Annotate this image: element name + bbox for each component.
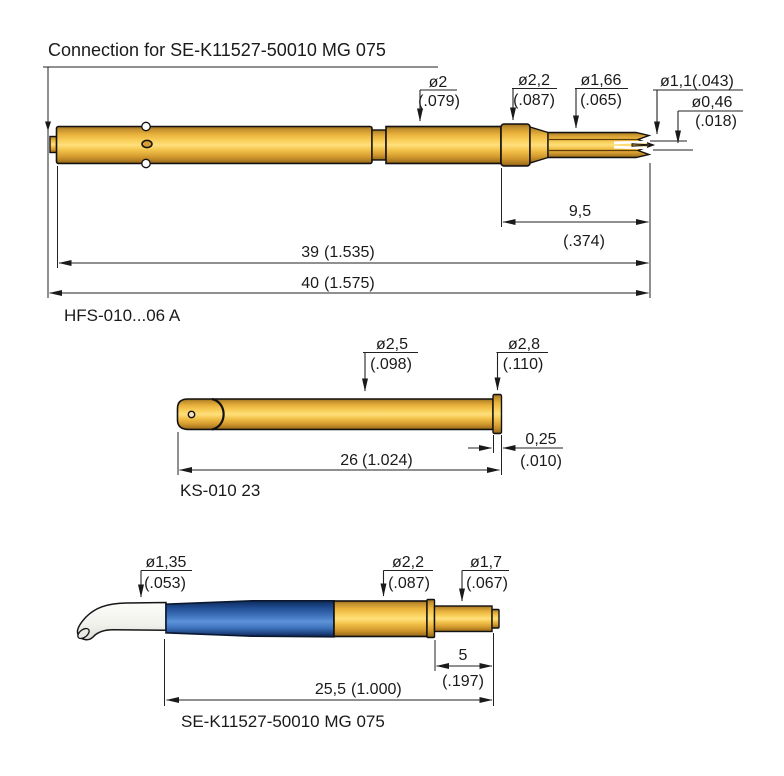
- bent-wire-tip: [76, 601, 167, 641]
- dim-25-5: 25,5 (1.000): [164, 639, 493, 706]
- blue-sleeve: [165, 600, 335, 638]
- dim-metric: ø1,1: [660, 73, 692, 90]
- dim-metric: 0,25: [525, 431, 556, 448]
- dim-metric: 26: [340, 452, 358, 469]
- receptacle-flange: [492, 393, 503, 435]
- drawing-se-probe: ø1,35 (.053) ø2,2 (.087) ø1,7 (.067) 5 (…: [76, 554, 509, 731]
- receptacle-nose-arc: [211, 397, 225, 431]
- dim-inch: (1.535): [324, 244, 375, 261]
- dim-26: 26 (1.024): [177, 432, 500, 475]
- dim-inch: (.010): [520, 453, 562, 470]
- callout-d1-66: ø1,66 (.065): [573, 72, 628, 129]
- dim-metric: 39: [301, 244, 319, 261]
- dim-metric: 40: [301, 275, 319, 292]
- crimp-notch-top: [141, 121, 151, 132]
- dim-inch: (.098): [370, 356, 412, 373]
- crown-center-prong: [631, 143, 655, 147]
- gold-ridge: [426, 598, 436, 639]
- dim-metric: ø1,7: [470, 554, 502, 571]
- title-leader-arrow: [45, 121, 51, 131]
- dim-inch: (.110): [503, 356, 544, 373]
- receptacle-hole: [187, 410, 196, 419]
- probe-barrel-front: [385, 125, 502, 165]
- dim-9-5: 9,5 (.374): [501, 163, 651, 298]
- dim-metric: ø0,46: [692, 94, 733, 111]
- wire-tip-end-face: [77, 627, 90, 640]
- callout-d0-46: ø0,46 (.018): [675, 94, 743, 144]
- barrel-groove: [371, 129, 387, 161]
- dim-metric: ø1,35: [146, 554, 187, 571]
- end-nub: [491, 608, 500, 629]
- callout-d2-2-bottom: ø2,2 (.087): [380, 554, 433, 597]
- dim-inch: (1.575): [324, 275, 375, 292]
- dim-metric: ø2: [429, 74, 448, 91]
- dim-metric: ø2,8: [508, 336, 540, 353]
- drawing-hfs-probe: Connection for SE-K11527-50010 MG 075 ø2: [43, 40, 743, 325]
- probe-flange: [500, 123, 531, 167]
- crown-slit-lower: [614, 145, 647, 150]
- dim-inch: (1.024): [362, 452, 413, 469]
- dim-metric: 9,5: [569, 203, 591, 220]
- dim-metric: ø1,66: [581, 72, 622, 89]
- dim-inch: (1.000): [351, 681, 402, 698]
- dim-inch: (.087): [388, 575, 430, 592]
- dim-metric: ø2,2: [518, 72, 550, 89]
- callout-d2: ø2 (.079): [417, 74, 460, 122]
- callout-d2-2: ø2,2 (.087): [510, 72, 557, 121]
- page-title: Connection for SE-K11527-50010 MG 075: [48, 40, 386, 60]
- dim-40: 40 (1.575): [49, 275, 649, 296]
- crown-tip: [547, 131, 693, 159]
- probe-barrel-rear: [55, 125, 373, 165]
- dim-inch: (.067): [466, 575, 508, 592]
- callout-d1-35: ø1,35 (.053): [138, 554, 192, 598]
- part-label-se: SE-K11527-50010 MG 075: [181, 712, 385, 731]
- dim-inch: (.087): [513, 92, 555, 109]
- dim-metric: ø2,5: [376, 336, 408, 353]
- crimp-hole: [141, 139, 153, 149]
- callout-d2-8: ø2,8 (.110): [494, 336, 548, 391]
- gold-narrow-shaft: [433, 605, 493, 633]
- dim-inch: (.065): [580, 92, 622, 109]
- callout-d2-5: ø2,5 (.098): [362, 336, 418, 392]
- dim-inch: (.053): [144, 575, 186, 592]
- drawing-ks-receptacle: ø2,5 (.098) ø2,8 (.110) 0,25 (.010) 26 (…: [176, 336, 563, 500]
- dim-inch: (.043): [692, 73, 734, 90]
- receptacle-body: [176, 398, 494, 431]
- dim-inch: (.197): [442, 673, 484, 690]
- dim-inch: (.018): [695, 113, 737, 130]
- part-label-hfs: HFS-010...06 A: [64, 306, 181, 325]
- dim-inch: (.079): [418, 93, 460, 110]
- callout-d1-7: ø1,7 (.067): [459, 554, 509, 602]
- crimp-notch-bottom: [141, 158, 151, 169]
- dim-39: 39 (1.535): [57, 166, 649, 268]
- crown-slit-upper: [614, 140, 647, 145]
- dim-inch: (.374): [563, 233, 605, 250]
- dim-5: 5 (.197): [434, 633, 494, 706]
- tip-cone: [529, 126, 549, 164]
- dim-metric: 25,5: [315, 681, 346, 698]
- callout-d1-1: ø1,1 (.043): [653, 73, 743, 135]
- dim-metric: 5: [459, 647, 468, 664]
- gold-barrel: [333, 600, 428, 638]
- dim-metric: ø2,2: [392, 554, 424, 571]
- dim-0-25: 0,25 (.010): [468, 431, 563, 475]
- part-label-ks: KS-010 23: [180, 481, 260, 500]
